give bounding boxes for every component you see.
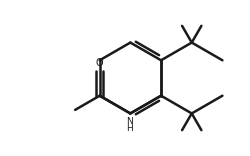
Text: H: H (126, 124, 133, 133)
Text: O: O (96, 58, 104, 68)
Text: N: N (126, 117, 133, 126)
